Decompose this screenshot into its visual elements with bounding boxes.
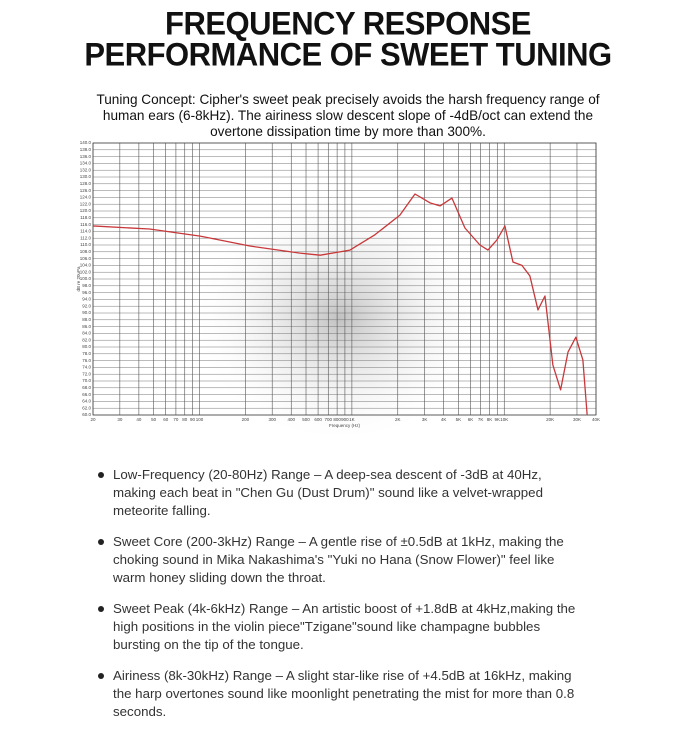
y-tick-label: 116.0	[80, 222, 91, 227]
y-tick-label: 104.0	[80, 263, 92, 268]
y-tick-label: 74.0	[82, 365, 91, 370]
x-tick-label: 6K	[468, 417, 474, 422]
y-tick-label: 64.0	[82, 399, 91, 404]
x-tick-label: 50	[151, 417, 157, 422]
y-tick-label: 72.0	[82, 371, 91, 376]
x-tick-label: 60	[163, 417, 169, 422]
x-tick-label: 700	[325, 417, 333, 422]
x-tick-label: 300	[268, 417, 276, 422]
x-tick-label: 20K	[546, 417, 554, 422]
x-tick-label: 600	[314, 417, 322, 422]
y-tick-label: 114.0	[80, 229, 91, 234]
y-tick-label: 90.0	[82, 310, 91, 315]
note: Sweet Peak (4k-6kHz) Range – An artistic…	[98, 600, 588, 654]
y-tick-label: 82.0	[82, 337, 91, 342]
y-tick-label: 86.0	[82, 324, 91, 329]
x-tick-label: 7K	[478, 417, 484, 422]
x-axis-label: Frequency (Hz)	[329, 423, 361, 428]
y-tick-label: 134.0	[80, 161, 92, 166]
x-tick-label: 10K	[500, 417, 508, 422]
y-tick-label: 128.0	[80, 181, 92, 186]
plot-frame	[92, 142, 597, 416]
y-tick-label: 124.0	[80, 195, 92, 200]
x-tick-label: 30K	[573, 417, 581, 422]
page: FREQUENCY RESPONSE PERFORMANCE OF SWEET …	[76, 5, 613, 719]
y-tick-label: 80.0	[82, 344, 91, 349]
y-tick-label: 94.0	[82, 297, 91, 302]
y-tick-label: 100.0	[80, 276, 92, 281]
title: PERFORMANCE OF SWEET TUNING	[84, 36, 612, 73]
y-tick-label: 120.0	[80, 208, 92, 213]
notes: Low-Frequency (20-80Hz) Range – A deep-s…	[98, 466, 588, 734]
note: Sweet Core (200-3kHz) Range – A gentle r…	[98, 533, 588, 587]
y-tick-label: 70.0	[82, 378, 91, 383]
y-tick-label: 88.0	[82, 317, 91, 322]
x-tick-label: 8K	[487, 417, 493, 422]
y-tick-label: 118.0	[80, 215, 91, 220]
y-tick-label: 106.0	[80, 256, 92, 261]
shade	[190, 175, 490, 435]
y-tick-label: 132.0	[80, 167, 92, 172]
x-tick-label: 2K	[395, 417, 401, 422]
note: Low-Frequency (20-80Hz) Range – A deep-s…	[98, 466, 588, 520]
y-tick-label: 130.0	[80, 174, 92, 179]
x-tick-label: 100	[196, 417, 204, 422]
y-tick-label: 68.0	[82, 385, 91, 390]
x-tick-label: 800	[333, 417, 341, 422]
y-axis-label: dB re 20uPa	[76, 266, 81, 292]
note: Airiness (8k-30kHz) Range – A slight sta…	[98, 667, 588, 721]
response-line	[92, 193, 588, 416]
x-tick-label: 90	[190, 417, 196, 422]
y-tick-label: 84.0	[82, 331, 91, 336]
x-tick-label: 1K	[349, 417, 355, 422]
x-tick-label: 30	[117, 417, 123, 422]
x-tick-label: 40K	[592, 417, 600, 422]
y-tick-label: 102.0	[80, 269, 92, 274]
title: FREQUENCY RESPONSE	[165, 5, 531, 42]
x-tick-label: 4K	[441, 417, 447, 422]
y-tick-label: 78.0	[82, 351, 91, 356]
y-tick-label: 92.0	[82, 303, 91, 308]
y-tick-label: 136.0	[80, 154, 92, 159]
y-tick-label: 122.0	[80, 201, 92, 206]
x-tick-label: 80	[182, 417, 188, 422]
y-tick-label: 110.0	[80, 242, 91, 247]
x-tick-label: 900	[341, 417, 349, 422]
x-tick-label: 40	[136, 417, 142, 422]
x-tick-label: 5K	[456, 417, 462, 422]
x-tick-label: 20	[90, 417, 96, 422]
y-tick-label: 98.0	[82, 283, 91, 288]
y-tick-label: 138.0	[80, 147, 92, 152]
x-tick-label: 9K	[495, 417, 501, 422]
x-tick-label: 70	[173, 417, 179, 422]
y-tick-label: 76.0	[82, 358, 91, 363]
y-tick-label: 112.0	[80, 235, 91, 240]
y-tick-label: 62.0	[82, 405, 91, 410]
x-tick-label: 200	[242, 417, 250, 422]
x-tick-label: 400	[287, 417, 295, 422]
intro: Tuning Concept: Cipher's sweet peak prec…	[96, 92, 600, 139]
y-tick-label: 140.0	[80, 140, 92, 145]
y-tick-label: 66.0	[82, 392, 91, 397]
x-tick-label: 500	[302, 417, 310, 422]
y-tick-label: 108.0	[80, 249, 92, 254]
y-tick-label: 126.0	[80, 188, 92, 193]
y-tick-label: 96.0	[82, 290, 91, 295]
y-tick-label: 60.0	[82, 412, 91, 417]
x-tick-label: 3K	[422, 417, 428, 422]
